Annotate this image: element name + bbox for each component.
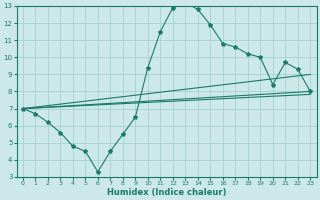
X-axis label: Humidex (Indice chaleur): Humidex (Indice chaleur) [107,188,226,197]
